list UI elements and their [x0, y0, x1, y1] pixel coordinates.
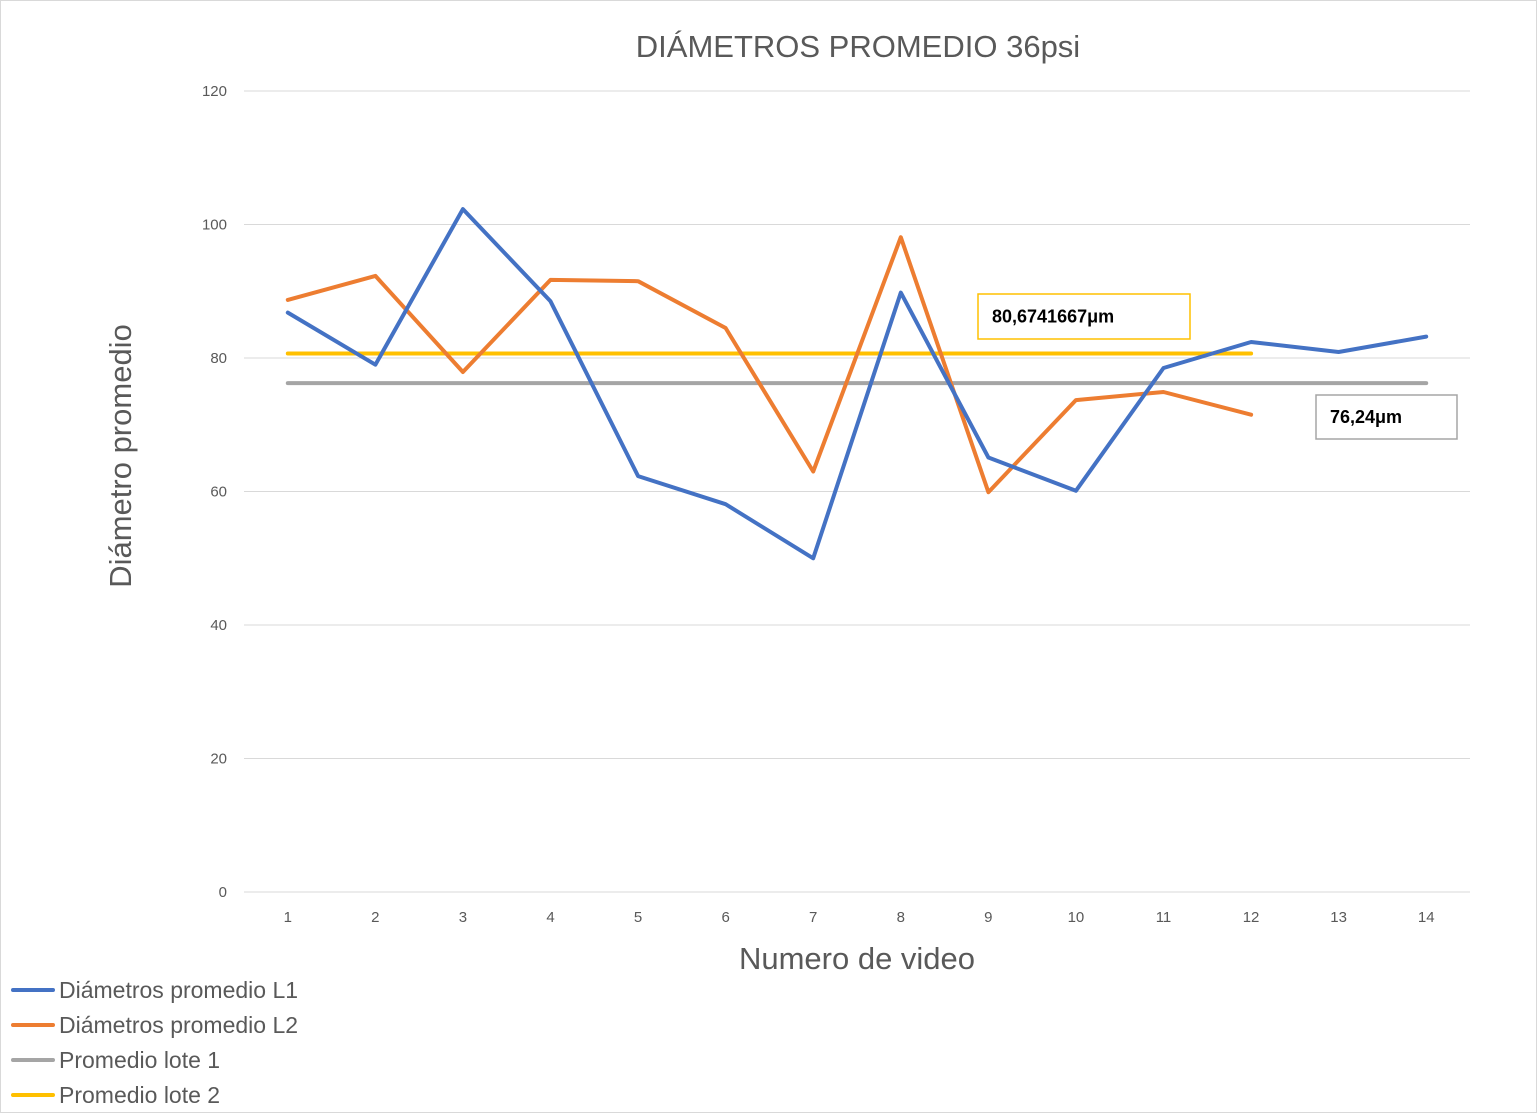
x-tick-label: 9	[984, 909, 992, 926]
x-tick-label: 6	[721, 909, 729, 926]
x-tick-label: 4	[546, 909, 554, 926]
x-tick-label: 2	[371, 909, 379, 926]
x-tick-label: 8	[897, 909, 905, 926]
x-tick-label: 12	[1243, 909, 1260, 926]
series-line-2	[285, 235, 1254, 495]
legend-label: Diámetros promedio L2	[59, 1012, 298, 1038]
legend-label: Promedio lote 1	[59, 1047, 220, 1073]
annotation-label: 76,24μm	[1330, 407, 1402, 427]
annotation-box	[977, 293, 1191, 340]
x-tick-label: 3	[459, 909, 467, 926]
x-tick-label: 1	[284, 909, 292, 926]
x-tick-label: 14	[1418, 909, 1435, 926]
gridlines	[244, 90, 1470, 893]
y-tick-label: 120	[202, 83, 227, 100]
x-tick-label: 13	[1330, 909, 1347, 926]
y-tick-label: 60	[210, 484, 227, 501]
annotations: 80,6741667μm 76,24μm	[977, 293, 1458, 440]
y-axis-title: Diámetro promedio	[103, 324, 138, 588]
x-tick-label: 5	[634, 909, 642, 926]
y-tick-label: 20	[210, 751, 227, 768]
x-tick-label: 10	[1068, 909, 1085, 926]
y-tick-label: 100	[202, 217, 227, 234]
series-line-1	[285, 207, 1429, 561]
y-axis-ticks: 0 20 40 60 80 100 120	[202, 83, 227, 901]
x-axis-title: Numero de video	[739, 941, 975, 976]
x-axis-ticks: 1 2 3 4 5 6 7 8 9 10 11 12 13 14	[284, 909, 1435, 926]
legend: Diámetros promedio L1 Diámetros promedio …	[11, 977, 298, 1108]
legend-label: Promedio lote 2	[59, 1082, 220, 1108]
legend-label: Diámetros promedio L1	[59, 977, 298, 1003]
x-tick-label: 7	[809, 909, 817, 926]
annotation-label: 80,6741667μm	[992, 307, 1114, 327]
y-tick-label: 40	[210, 617, 227, 634]
y-tick-label: 0	[219, 884, 227, 901]
series-layer	[285, 207, 1429, 561]
x-tick-label: 11	[1156, 909, 1172, 926]
y-tick-label: 80	[210, 350, 227, 367]
annotation-box	[1315, 394, 1458, 440]
chart-title: DIÁMETROS PROMEDIO 36psi	[636, 29, 1080, 64]
